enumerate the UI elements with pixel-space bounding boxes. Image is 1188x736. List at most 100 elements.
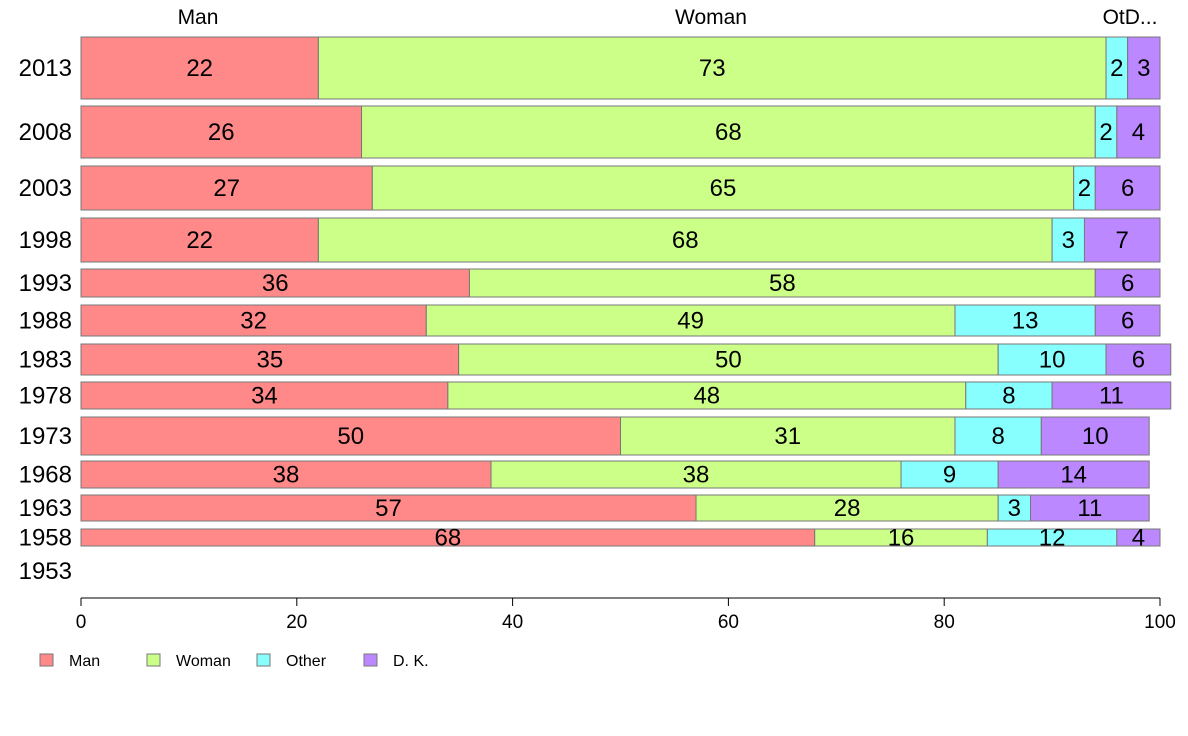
- data-label-1973-woman: 31: [774, 423, 801, 450]
- data-label-1998-man: 22: [186, 227, 213, 254]
- bar-1998-woman: [317, 217, 1053, 263]
- data-label-2003-woman: 65: [710, 175, 737, 202]
- year-label-1968: 1968: [19, 462, 72, 489]
- bar-2008-d-k: [1116, 105, 1161, 159]
- bar-2013-man: [80, 36, 319, 100]
- data-label-2008-other: 2: [1099, 119, 1112, 146]
- bar-2013-woman: [317, 36, 1107, 100]
- x-tick-label-20: 20: [286, 612, 307, 633]
- year-label-1963: 1963: [19, 495, 72, 522]
- bar-1978-woman: [447, 381, 967, 410]
- data-label-1993-woman: 58: [769, 270, 796, 297]
- bar-2003-woman: [371, 165, 1075, 211]
- data-label-2003-other: 2: [1078, 175, 1091, 202]
- year-label-1953: 1953: [19, 558, 72, 585]
- bar-1983-man: [80, 343, 460, 376]
- data-label-2008-d-k: 4: [1132, 119, 1145, 146]
- data-label-1968-man: 38: [273, 462, 300, 489]
- data-label-1958-woman: 16: [888, 525, 915, 552]
- data-label-1993-d-k: 6: [1121, 270, 1134, 297]
- bar-1998-man: [80, 217, 319, 263]
- data-label-1988-man: 32: [240, 308, 267, 335]
- data-label-1983-d-k: 6: [1132, 347, 1145, 374]
- data-label-1968-woman: 38: [683, 462, 710, 489]
- legend: Man Woman Other D. K.: [39, 653, 429, 670]
- data-label-1958-other: 12: [1039, 525, 1066, 552]
- bar-1973-other: [954, 416, 1042, 456]
- year-label-2008: 2008: [19, 119, 72, 146]
- data-label-1963-man: 57: [375, 495, 402, 522]
- data-label-1958-man: 68: [435, 525, 462, 552]
- data-label-1963-woman: 28: [834, 495, 861, 522]
- data-label-1978-woman: 48: [693, 383, 720, 410]
- bar-1998-d-k: [1083, 217, 1161, 263]
- data-label-1978-man: 34: [251, 383, 278, 410]
- data-label-1983-other: 10: [1039, 347, 1066, 374]
- data-label-2013-man: 22: [186, 55, 213, 82]
- bar-1983-d-k: [1105, 343, 1172, 376]
- x-axis: 0 20 40 60 80 100: [76, 597, 1176, 633]
- bar-1993-d-k: [1094, 268, 1161, 298]
- bar-2013-d-k: [1127, 36, 1161, 100]
- data-label-1963-d-k: 11: [1077, 495, 1102, 522]
- year-label-1993: 1993: [19, 270, 72, 297]
- bar-1973-d-k: [1040, 416, 1150, 456]
- data-label-1978-other: 8: [1002, 383, 1015, 410]
- data-label-1958-d-k: 4: [1132, 525, 1145, 552]
- x-tick-label-0: 0: [76, 612, 87, 633]
- bar-2008-woman: [361, 105, 1096, 159]
- bar-1968-man: [80, 460, 492, 489]
- bar-1988-woman: [425, 304, 956, 337]
- column-header-other-dk: OtD...: [1103, 6, 1158, 29]
- bar-1978-d-k: [1051, 381, 1172, 410]
- bar-1993-woman: [468, 268, 1096, 298]
- data-label-1988-d-k: 6: [1121, 308, 1134, 335]
- bar-1983-woman: [458, 343, 999, 376]
- data-label-1998-other: 3: [1062, 227, 1075, 254]
- x-tick-label-40: 40: [502, 612, 523, 633]
- bar-1983-other: [997, 343, 1107, 376]
- data-label-1988-woman: 49: [677, 308, 704, 335]
- data-label-2008-man: 26: [208, 119, 235, 146]
- data-label-1968-other: 9: [943, 462, 956, 489]
- bar-1958-d-k: [1116, 528, 1161, 547]
- x-tick-label-100: 100: [1144, 612, 1176, 633]
- data-label-2013-woman: 73: [699, 55, 726, 82]
- data-label-2013-other: 2: [1110, 55, 1123, 82]
- bar-1968-d-k: [997, 460, 1150, 489]
- column-header-woman: Woman: [675, 6, 747, 29]
- bar-2008-man: [80, 105, 363, 159]
- year-labels: 2013 2008 2003 1998 1993 1988 1983 1978 1973 1968…: [19, 55, 72, 585]
- year-label-1998: 1998: [19, 227, 72, 254]
- bar-2003-d-k: [1094, 165, 1161, 211]
- data-label-1988-other: 13: [1012, 308, 1039, 335]
- data-label-1973-other: 8: [991, 423, 1004, 450]
- data-label-1983-man: 35: [256, 347, 283, 374]
- legend-swatch-woman: [146, 653, 161, 667]
- year-label-2003: 2003: [19, 175, 72, 202]
- year-label-2013: 2013: [19, 55, 72, 82]
- data-label-1998-woman: 68: [672, 227, 699, 254]
- bar-1968-woman: [490, 460, 902, 489]
- year-label-1983: 1983: [19, 347, 72, 374]
- bar-2003-man: [80, 165, 373, 211]
- year-label-1973: 1973: [19, 423, 72, 450]
- column-header-labels: Man Woman OtD...: [178, 6, 1158, 29]
- bar-1963-d-k: [1030, 494, 1150, 522]
- data-label-1998-d-k: 7: [1116, 227, 1129, 254]
- legend-swatch-d-k: [363, 653, 378, 667]
- year-label-1988: 1988: [19, 308, 72, 335]
- legend-label-man: Man: [69, 653, 100, 670]
- data-label-2003-d-k: 6: [1121, 175, 1134, 202]
- data-label-1993-man: 36: [262, 270, 289, 297]
- bar-1978-man: [80, 381, 449, 410]
- bar-1988-man: [80, 304, 427, 337]
- data-label-1968-d-k: 14: [1060, 462, 1087, 489]
- x-tick-label-80: 80: [934, 612, 955, 633]
- bar-1963-other: [997, 494, 1032, 522]
- bar-1978-other: [965, 381, 1053, 410]
- column-header-man: Man: [178, 6, 219, 29]
- legend-label-other: Other: [286, 653, 327, 670]
- legend-swatch-other: [256, 653, 271, 667]
